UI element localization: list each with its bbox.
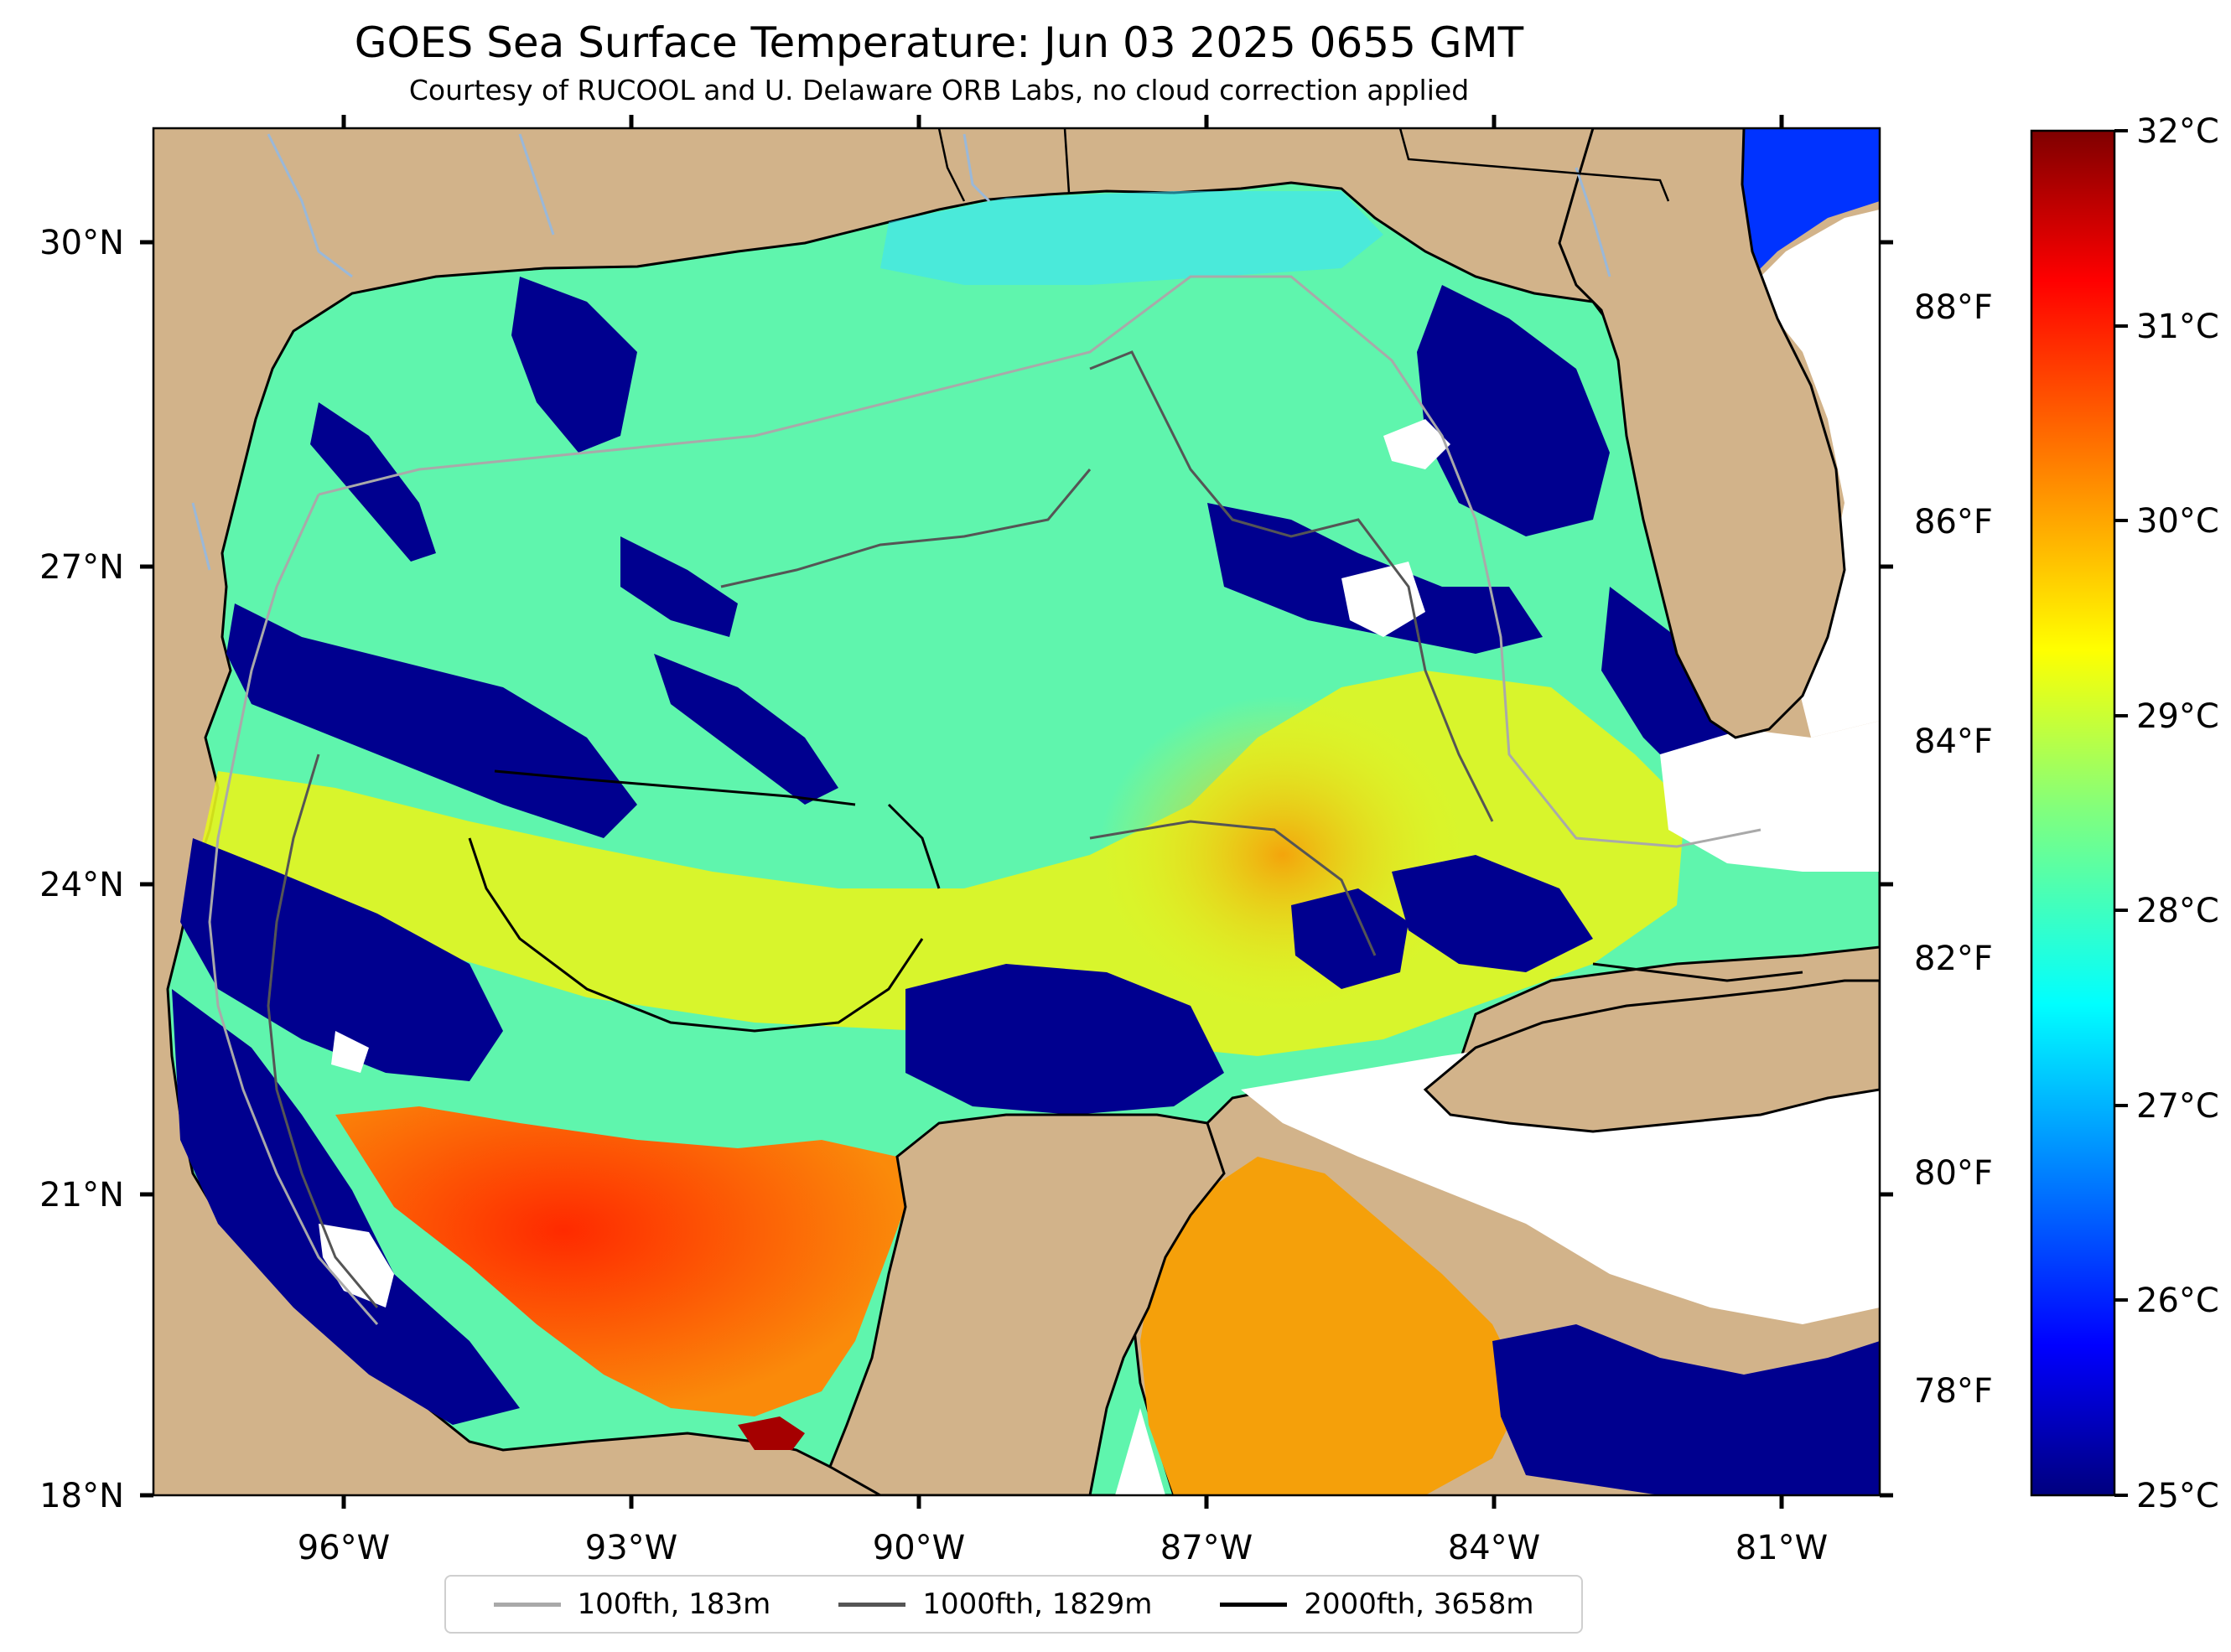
- legend-label: 100fth, 183m: [577, 1587, 771, 1621]
- axis-ticks: [140, 115, 1893, 1509]
- legend-entry-2000fth: 2000fth, 3658m: [1220, 1587, 1533, 1621]
- celsius-label: 25°C: [2136, 1477, 2219, 1515]
- celsius-label: 26°C: [2136, 1282, 2219, 1320]
- atlantic-water: [1740, 128, 1880, 277]
- atlantic-cloud: [1752, 210, 1880, 738]
- caribbean-cool: [1492, 1324, 1880, 1495]
- celsius-label: 31°C: [2136, 308, 2219, 346]
- florida-land: [1558, 128, 1846, 739]
- bathymetry-contours: [208, 275, 1803, 1325]
- borders: [937, 128, 1670, 202]
- celsius-label: 29°C: [2136, 697, 2219, 736]
- lon-label: 93°W: [585, 1529, 677, 1567]
- warm-eddy: [1098, 696, 1467, 1014]
- longitude-labels: 96°W 93°W 90°W 87°W 84°W 81°W: [298, 1529, 1828, 1567]
- map-subtitle: Courtesy of RUCOOL and U. Delaware ORB L…: [408, 74, 1470, 106]
- fahrenheit-label: 84°F: [1914, 722, 1993, 761]
- cuba-land: [1423, 979, 1880, 1133]
- legend-line-2000fth: [1220, 1602, 1288, 1607]
- contour-2000fth: [468, 769, 1803, 1033]
- fahrenheit-label: 78°F: [1914, 1372, 1993, 1411]
- legend-entry-100fth: 100fth, 183m: [493, 1587, 771, 1621]
- lon-label: 90°W: [873, 1529, 965, 1567]
- fahrenheit-label: 88°F: [1914, 288, 1993, 327]
- legend-label: 2000fth, 3658m: [1304, 1587, 1534, 1621]
- fahrenheit-label: 82°F: [1914, 940, 1993, 978]
- legend-entry-1000fth: 1000fth, 1829m: [838, 1587, 1152, 1621]
- lon-label: 84°W: [1448, 1529, 1540, 1567]
- rivers: [191, 133, 1611, 571]
- contour-1000fth: [267, 350, 1494, 1308]
- yucatan-land: [828, 1113, 1226, 1495]
- map-title: GOES Sea Surface Temperature: Jun 03 202…: [354, 18, 1524, 67]
- celsius-label: 30°C: [2136, 502, 2219, 541]
- lat-label: 21°N: [39, 1176, 124, 1214]
- contour-100fth: [208, 275, 1761, 1325]
- celsius-label: 27°C: [2136, 1087, 2219, 1126]
- fahrenheit-label: 80°F: [1914, 1154, 1993, 1193]
- legend-label: 1000fth, 1829m: [922, 1587, 1153, 1621]
- legend-line-1000fth: [838, 1602, 906, 1607]
- map-frame: [152, 127, 1881, 1497]
- fahrenheit-label: 86°F: [1914, 503, 1993, 541]
- north-shelf: [880, 191, 1383, 285]
- caribbean-warm: [1140, 1157, 1526, 1495]
- celsius-label: 28°C: [2136, 892, 2219, 930]
- latitude-labels: 30°N 27°N 24°N 21°N 18°N: [39, 224, 124, 1515]
- lon-label: 81°W: [1736, 1529, 1828, 1567]
- lat-label: 24°N: [39, 866, 124, 904]
- map-area: [153, 128, 1880, 1495]
- colorbar: 32°C 31°C 30°C 29°C 28°C 27°C 26°C 25°C: [2030, 112, 2219, 1515]
- lon-label: 87°W: [1160, 1529, 1253, 1567]
- fahrenheit-labels: 88°F 86°F 84°F 82°F 80°F 78°F: [1914, 288, 1993, 1411]
- contour-legend: 100fth, 183m 1000fth, 1829m 2000fth, 365…: [444, 1575, 1583, 1634]
- legend-line-100fth: [493, 1602, 561, 1607]
- dark-red-spot: [738, 1416, 805, 1450]
- lat-label: 27°N: [39, 548, 124, 587]
- colorbar-gradient: [2030, 129, 2116, 1497]
- lon-label: 96°W: [298, 1529, 390, 1567]
- lat-label: 18°N: [39, 1477, 124, 1515]
- hot-region: [335, 1106, 905, 1416]
- lat-label: 30°N: [39, 224, 124, 262]
- celsius-label: 32°C: [2136, 112, 2219, 151]
